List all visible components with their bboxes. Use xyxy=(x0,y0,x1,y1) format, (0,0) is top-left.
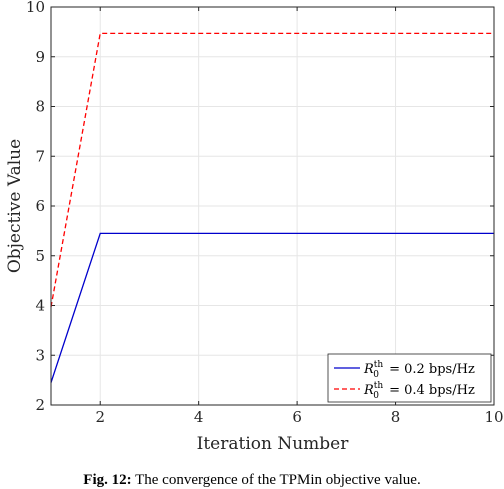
x-tick-label: 6 xyxy=(292,408,302,426)
legend-box xyxy=(327,353,492,403)
y-tick-label: 9 xyxy=(35,48,45,66)
y-tick-label: 4 xyxy=(35,297,45,315)
x-tick-label: 2 xyxy=(95,408,105,426)
line-chart: 2 4 6 8 10 2 3 4 5 6 7 8 9 10 Iteration Number Objec… xyxy=(5,0,504,454)
y-tick-label: 5 xyxy=(35,247,45,265)
y-tick-label: 10 xyxy=(26,0,45,16)
x-axis-label: Iteration Number xyxy=(197,434,350,454)
caption-label: Fig. 12: xyxy=(83,472,132,488)
x-tick-label: 4 xyxy=(194,408,204,426)
y-tick-label: 2 xyxy=(35,396,45,414)
figure-caption: Fig. 12: The convergence of the TPMin ob… xyxy=(0,472,504,489)
y-tick-label: 7 xyxy=(35,147,45,165)
series-lines xyxy=(50,32,494,383)
grid-lines xyxy=(51,6,495,406)
legend-label-2: Rth 0 = 0.4 bps/Hz xyxy=(363,381,475,401)
y-tick-label: 3 xyxy=(35,346,45,364)
series-line-2 xyxy=(50,32,494,308)
x-tick-label: 8 xyxy=(391,408,401,426)
series-line-1 xyxy=(50,232,494,383)
y-axis-ticks: 2 3 4 5 6 7 8 9 10 xyxy=(26,0,494,414)
y-tick-label: 8 xyxy=(35,98,45,116)
plot-frame xyxy=(50,6,495,406)
y-tick-label: 6 xyxy=(35,197,45,215)
x-tick-label: 10 xyxy=(484,408,503,426)
y-axis-label: Objective Value xyxy=(5,139,25,273)
legend-label-1: Rth 0 = 0.2 bps/Hz xyxy=(363,360,475,380)
caption-text: The convergence of the TPMin objective v… xyxy=(131,472,421,488)
